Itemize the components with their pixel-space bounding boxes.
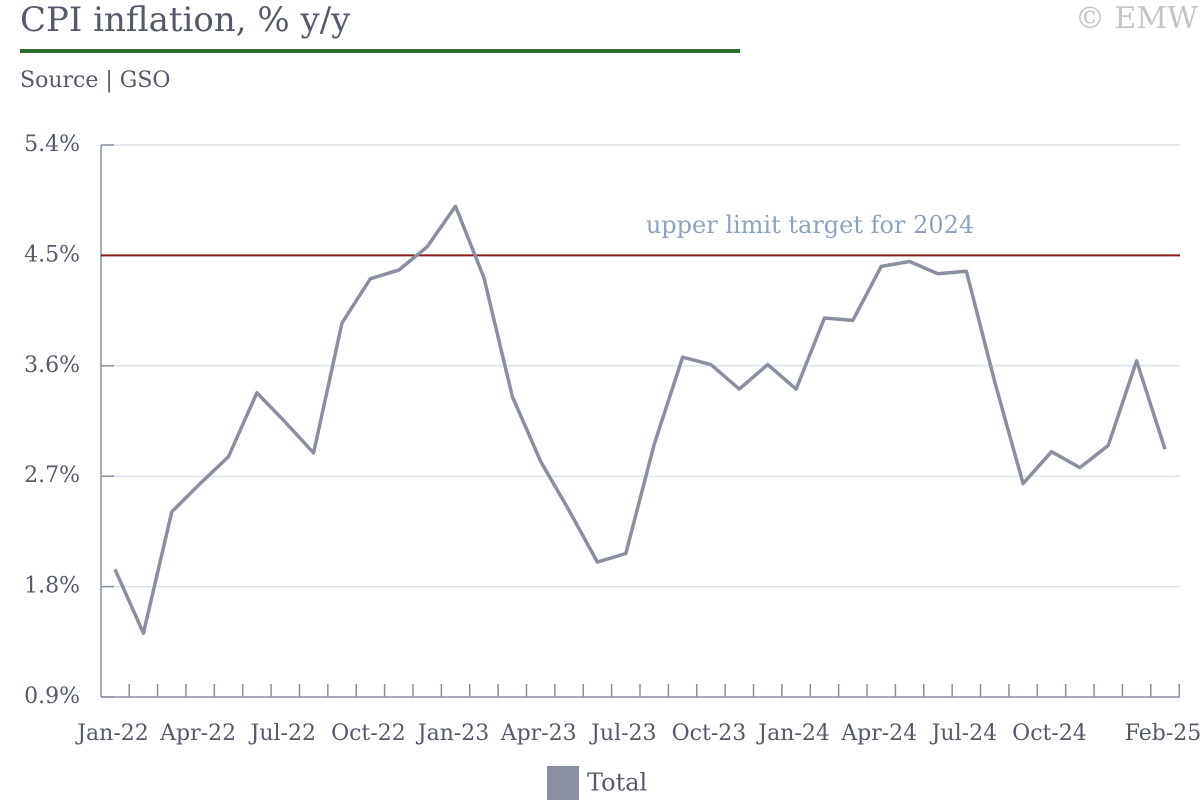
x-tick-label: Apr-24 — [840, 721, 917, 746]
x-tick-label: Apr-22 — [159, 721, 236, 746]
line-series — [113, 204, 1167, 635]
x-tick-label: Oct-22 — [331, 721, 406, 746]
chart-subtitle: Source | GSO — [20, 68, 170, 93]
reference-label: upper limit target for 2024 — [646, 211, 974, 239]
x-tick-label: Feb-25 — [1125, 721, 1200, 746]
x-tick-label: Jul-24 — [930, 721, 997, 746]
x-tick-label: Jan-24 — [756, 721, 830, 746]
y-tick-label: 0.9% — [24, 684, 80, 709]
legend-label: Total — [587, 769, 647, 797]
x-tick-label: Apr-23 — [500, 721, 577, 746]
x-tick-label: Jan-22 — [75, 721, 149, 746]
y-tick-label: 4.5% — [24, 242, 80, 267]
x-tick-label: Oct-23 — [672, 721, 747, 746]
y-tick-label: 2.7% — [24, 463, 80, 488]
x-tick-label: Oct-24 — [1012, 721, 1087, 746]
legend-swatch — [547, 766, 579, 800]
x-tick-label: Jul-23 — [589, 721, 656, 746]
y-tick-label: 3.6% — [24, 353, 80, 378]
x-tick-label: Jul-22 — [249, 721, 316, 746]
chart-title: CPI inflation, % y/y — [20, 0, 351, 40]
x-tick-label: Jan-23 — [416, 721, 490, 746]
copyright: © EMW — [1075, 1, 1198, 36]
y-tick-label: 5.4% — [24, 132, 80, 157]
y-tick-label: 1.8% — [24, 574, 80, 599]
